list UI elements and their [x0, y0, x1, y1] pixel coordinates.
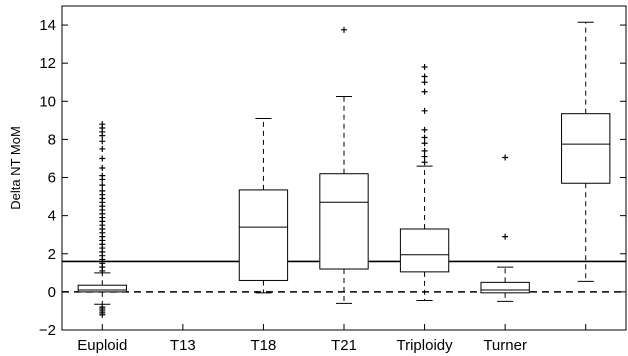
y-tick-label: 10 [39, 93, 56, 110]
outlier-marker [421, 126, 428, 133]
x-tick-label: Euploid [77, 337, 127, 354]
x-tick-label: Triploidy [397, 337, 454, 354]
box-iqr [399, 228, 450, 273]
box-iqr [480, 281, 530, 294]
y-tick-label: 4 [48, 208, 56, 225]
outlier-marker [421, 134, 428, 141]
outlier-marker [502, 154, 509, 161]
outlier-marker [421, 88, 428, 95]
y-axis-ticks: −2 0 2 4 6 8 10 12 14 [39, 17, 626, 339]
x-tick-label: T13 [170, 337, 196, 354]
x-tick-label: Turner [483, 337, 527, 354]
x-tick-label: T18 [250, 337, 276, 354]
y-tick-label: −2 [39, 322, 56, 339]
outlier-points [99, 26, 509, 318]
outlier-marker [421, 63, 428, 70]
outlier-marker [99, 311, 106, 318]
outlier-marker [99, 172, 106, 179]
outlier-marker [421, 159, 428, 166]
outlier-marker [99, 145, 106, 152]
box-iqr [561, 113, 611, 184]
y-tick-label: 12 [39, 55, 56, 72]
x-tick-label: T21 [331, 337, 357, 354]
outlier-marker [341, 26, 347, 33]
x-axis-labels: Euploid T13 T18 T21 Triploidy Turner [77, 324, 587, 354]
y-tick-label: 8 [48, 131, 56, 148]
outlier-marker [502, 233, 509, 240]
box-iqr [77, 284, 127, 293]
outlier-marker [99, 155, 106, 162]
outlier-marker [421, 79, 428, 86]
y-axis-title: Delta NT MoM [8, 126, 23, 210]
outlier-marker [421, 140, 428, 147]
box-iqr [319, 173, 369, 270]
outlier-marker [421, 153, 428, 160]
box-series [77, 21, 611, 305]
outlier-marker [99, 138, 106, 145]
outlier-marker [421, 73, 428, 80]
y-tick-label: 0 [48, 284, 56, 301]
outlier-marker [99, 187, 106, 194]
outlier-marker [99, 121, 106, 128]
outlier-marker [421, 107, 428, 114]
outlier-marker [99, 165, 106, 171]
y-tick-label: 14 [39, 17, 56, 34]
outlier-marker [421, 147, 428, 154]
y-tick-label: 2 [48, 246, 56, 263]
y-tick-label: 6 [48, 170, 56, 187]
outlier-marker [99, 182, 106, 189]
box-iqr [238, 189, 289, 281]
